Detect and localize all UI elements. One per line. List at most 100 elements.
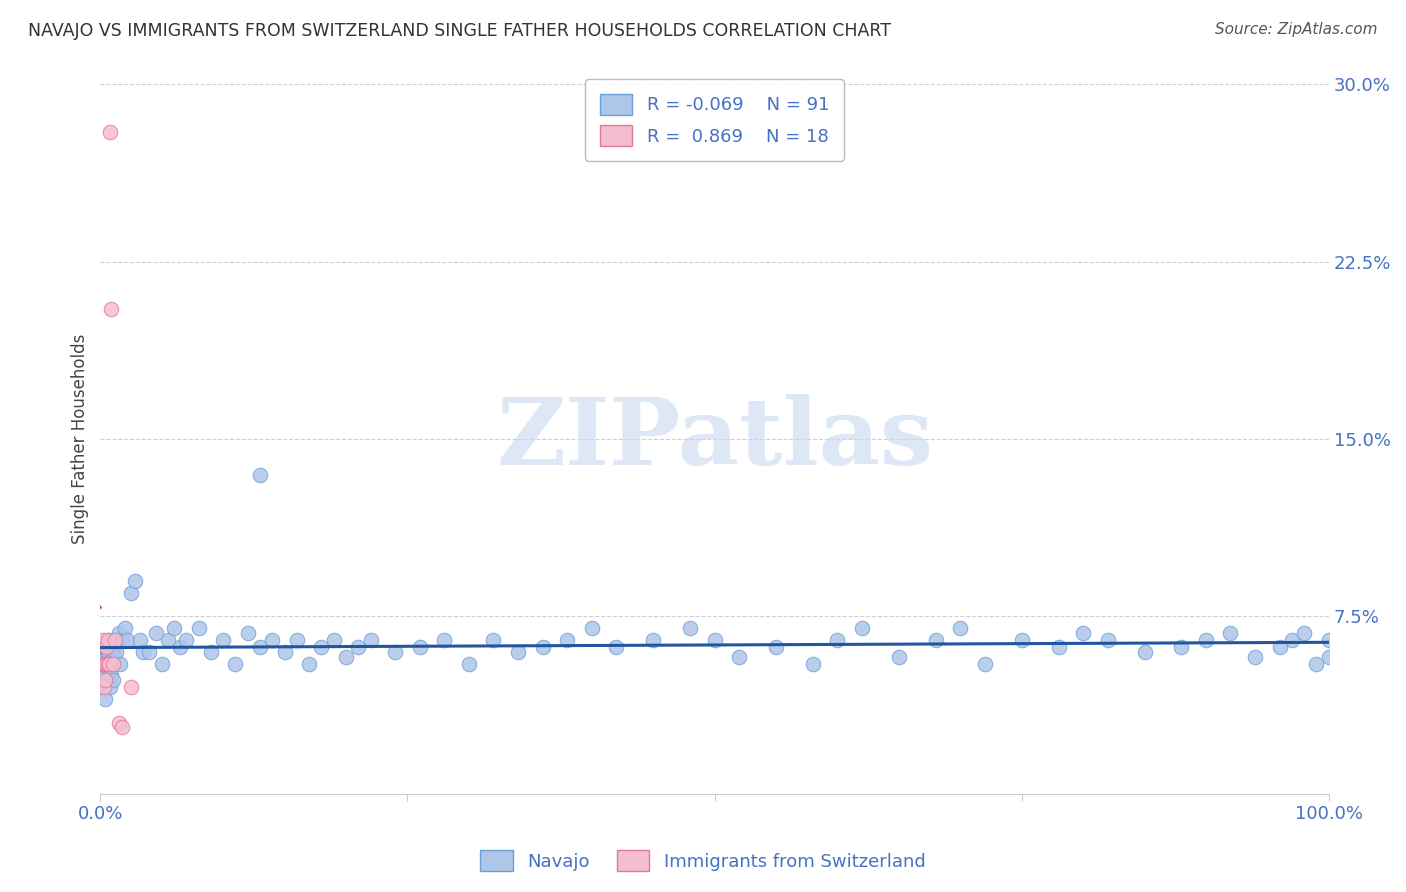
Point bbox=[298, 657, 321, 671]
Point bbox=[100, 657, 122, 671]
Point bbox=[96, 640, 118, 654]
Point bbox=[531, 640, 554, 654]
Point bbox=[104, 632, 127, 647]
Point bbox=[111, 632, 134, 647]
Point bbox=[555, 632, 578, 647]
Point bbox=[93, 681, 115, 695]
Legend: Navajo, Immigrants from Switzerland: Navajo, Immigrants from Switzerland bbox=[474, 843, 932, 879]
Point bbox=[105, 645, 128, 659]
Point bbox=[138, 645, 160, 659]
Text: ZIPatlas: ZIPatlas bbox=[496, 394, 934, 484]
Text: Source: ZipAtlas.com: Source: ZipAtlas.com bbox=[1215, 22, 1378, 37]
Point bbox=[101, 640, 124, 654]
Point bbox=[96, 649, 118, 664]
Point bbox=[96, 640, 118, 654]
Point bbox=[1071, 626, 1094, 640]
Point bbox=[97, 645, 120, 659]
Y-axis label: Single Father Households: Single Father Households bbox=[72, 334, 89, 544]
Point bbox=[124, 574, 146, 588]
Point bbox=[851, 621, 873, 635]
Point bbox=[156, 632, 179, 647]
Point bbox=[581, 621, 603, 635]
Point bbox=[924, 632, 946, 647]
Point bbox=[145, 626, 167, 640]
Point bbox=[1195, 632, 1218, 647]
Point bbox=[97, 632, 120, 647]
Text: NAVAJO VS IMMIGRANTS FROM SWITZERLAND SINGLE FATHER HOUSEHOLDS CORRELATION CHART: NAVAJO VS IMMIGRANTS FROM SWITZERLAND SI… bbox=[28, 22, 891, 40]
Point bbox=[103, 649, 125, 664]
Point bbox=[273, 645, 295, 659]
Point bbox=[107, 626, 129, 640]
Point bbox=[114, 621, 136, 635]
Point bbox=[236, 626, 259, 640]
Point bbox=[97, 632, 120, 647]
Point bbox=[1219, 626, 1241, 640]
Point bbox=[98, 125, 121, 139]
Point bbox=[93, 657, 115, 671]
Point bbox=[1244, 649, 1267, 664]
Point bbox=[249, 640, 271, 654]
Point bbox=[827, 632, 849, 647]
Point bbox=[384, 645, 406, 659]
Point bbox=[1281, 632, 1303, 647]
Point bbox=[100, 301, 122, 316]
Point bbox=[97, 657, 120, 671]
Point bbox=[98, 681, 121, 695]
Point bbox=[728, 649, 751, 664]
Point bbox=[97, 673, 120, 688]
Point bbox=[90, 657, 112, 671]
Point bbox=[120, 681, 142, 695]
Point bbox=[94, 657, 117, 671]
Point bbox=[117, 632, 139, 647]
Point bbox=[91, 657, 114, 671]
Point bbox=[94, 692, 117, 706]
Point bbox=[1170, 640, 1192, 654]
Point bbox=[176, 632, 198, 647]
Point bbox=[187, 621, 209, 635]
Point bbox=[262, 632, 284, 647]
Point bbox=[1317, 632, 1340, 647]
Point bbox=[801, 657, 824, 671]
Point bbox=[1133, 645, 1156, 659]
Point bbox=[311, 640, 333, 654]
Point bbox=[91, 632, 114, 647]
Point bbox=[973, 657, 995, 671]
Point bbox=[94, 673, 117, 688]
Point bbox=[1305, 657, 1327, 671]
Point bbox=[679, 621, 702, 635]
Point bbox=[132, 645, 155, 659]
Point bbox=[765, 640, 787, 654]
Point bbox=[1097, 632, 1119, 647]
Point bbox=[93, 681, 115, 695]
Point bbox=[108, 657, 131, 671]
Point bbox=[98, 640, 121, 654]
Point bbox=[150, 657, 173, 671]
Point bbox=[101, 657, 124, 671]
Point bbox=[285, 632, 308, 647]
Point bbox=[128, 632, 150, 647]
Point bbox=[101, 673, 124, 688]
Point bbox=[249, 467, 271, 482]
Point bbox=[1011, 632, 1033, 647]
Point bbox=[169, 640, 191, 654]
Point bbox=[96, 657, 118, 671]
Point bbox=[703, 632, 725, 647]
Point bbox=[97, 649, 120, 664]
Point bbox=[347, 640, 370, 654]
Point bbox=[120, 585, 142, 599]
Point bbox=[457, 657, 479, 671]
Point bbox=[949, 621, 972, 635]
Point bbox=[482, 632, 505, 647]
Point bbox=[1294, 626, 1316, 640]
Point bbox=[322, 632, 344, 647]
Legend: R = -0.069    N = 91, R =  0.869    N = 18: R = -0.069 N = 91, R = 0.869 N = 18 bbox=[585, 79, 844, 161]
Point bbox=[1047, 640, 1070, 654]
Point bbox=[212, 632, 235, 647]
Point bbox=[163, 621, 186, 635]
Point bbox=[200, 645, 222, 659]
Point bbox=[94, 657, 117, 671]
Point bbox=[605, 640, 627, 654]
Point bbox=[506, 645, 529, 659]
Point bbox=[100, 668, 122, 682]
Point bbox=[1317, 649, 1340, 664]
